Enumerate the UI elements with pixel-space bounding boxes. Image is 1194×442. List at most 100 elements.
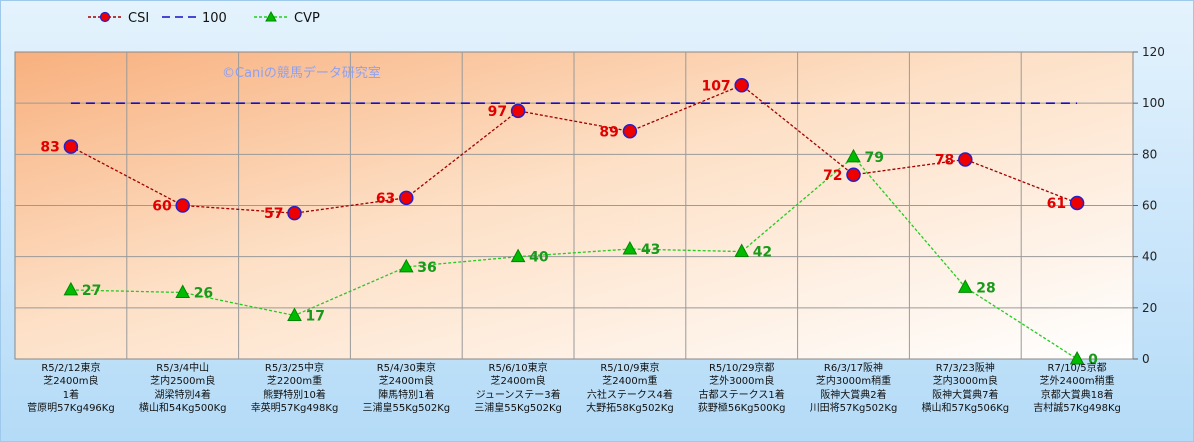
x-category-line: 芝2400m良 (43, 376, 99, 388)
x-category-label: R5/4/30東京 芝2400m良 陣馬特別1着 三浦皇55Kg502Kg (351, 362, 462, 416)
csi-point (846, 167, 861, 183)
x-category-line: 芝内2500m良 (150, 376, 216, 388)
csi-point (958, 152, 973, 167)
x-category-label: R7/3/23阪神 芝内3000m良 阪神大賞典7着 横山和57Kg506Kg (910, 362, 1021, 416)
cvp-data-label: 17 (306, 309, 325, 325)
x-category-line: 京都大賞典18着 (1040, 389, 1114, 401)
x-category-line: 横山和57Kg506Kg (921, 403, 1010, 415)
x-category-line: R7/10/5京都 (1047, 363, 1107, 374)
cvp-data-label: 28 (976, 280, 995, 296)
csi-point (734, 78, 749, 93)
x-category-label: R7/10/5京都 芝外2400m稍重 京都大賞典18着 吉村誠57Kg498Kg (1022, 362, 1133, 416)
x-category-line: 陣馬特別1着 (378, 389, 435, 401)
legend-label: 100 (202, 11, 227, 26)
x-category-line: R5/10/9東京 (600, 363, 660, 374)
x-category-label: R5/3/4中山 芝内2500m良 湖梁特別4着横山和54Kg500Kg (127, 362, 238, 416)
csi-point (510, 103, 526, 119)
series-line-cvp (70, 155, 1078, 360)
x-category-line: R5/6/10東京 (488, 363, 548, 374)
legend-marker (265, 10, 277, 22)
watermark-text: ©Caniの競馬データ研究室 (222, 65, 381, 81)
csi-point (287, 205, 302, 221)
x-category-line: 芝外2400m稍重 (1039, 376, 1115, 388)
x-category-label: R5/10/29京都 芝外3000m良 古都ステークス1着 荻野極56Kg500Kg (686, 362, 797, 416)
cvp-point (63, 281, 79, 296)
x-category-line: R7/3/23阪神 (935, 363, 995, 374)
x-category-line: 芝内3000m良 (932, 376, 998, 388)
y-tick-label: 120 (1142, 45, 1165, 59)
csi-point (1069, 195, 1085, 211)
cvp-data-label: 79 (865, 150, 884, 166)
cvp-point (175, 284, 191, 298)
series-layer: 27 26 17 36 40 43 42 79 28 0 83 60 57 63 97 89 107 72 78 61 (40, 78, 1098, 368)
x-category-line: 芝内3000m稍重 (815, 376, 892, 388)
x-category-line: R5/2/12東京 (41, 363, 101, 374)
x-category-line: 熊野特別10着 (263, 389, 326, 401)
x-category-label: R6/3/17阪神 芝内3000m稍重 阪神大賞典2着 川田将57Kg502Kg (798, 362, 909, 416)
legend-item-csi: CSI (88, 11, 149, 26)
y-axis: 0 20 40 60 80 100 120 (1133, 45, 1165, 366)
x-category-line: 1着 (62, 389, 80, 401)
legend-label: CVP (294, 11, 320, 26)
y-tick-label: 60 (1142, 199, 1157, 213)
csi-data-label: 107 (701, 78, 730, 94)
y-tick-label: 20 (1142, 301, 1157, 315)
x-category-line: R5/3/25中京 (264, 363, 325, 374)
cvp-point (957, 279, 973, 293)
x-category-line: 芝2400m重 (602, 376, 658, 388)
csi-point (175, 198, 190, 213)
legend-label: CSI (128, 11, 149, 26)
x-category-line: R5/3/4中山 (156, 363, 210, 374)
x-category-line: 阪神大賞典7着 (932, 389, 999, 401)
cvp-data-label: 42 (753, 245, 772, 261)
x-category-line: 芝2400m良 (490, 376, 546, 388)
x-category-line: 古都ステークス1着 (698, 389, 785, 401)
csi-data-label: 89 (599, 124, 618, 140)
csi-data-label: 60 (152, 199, 172, 215)
x-category-label: R5/10/9東京 芝2400m重 六社ステークス4着 大野拓58Kg502Kg (574, 362, 685, 416)
x-category-line: 川田将57Kg502Kg (809, 403, 898, 415)
csi-data-label: 57 (264, 206, 283, 222)
cvp-point (1069, 350, 1085, 365)
x-category-line: 湖梁特別4着 (154, 389, 211, 401)
legend-item-cvp: CVP (254, 10, 320, 26)
cvp-data-label: 27 (82, 283, 101, 299)
x-category-line: 吉村誠57Kg498Kg (1033, 403, 1121, 415)
csi-point (63, 139, 79, 154)
x-category-line: 菅原明57Kg496Kg (27, 403, 115, 415)
cvp-data-label: 26 (194, 285, 213, 301)
csi-point (399, 190, 414, 206)
cvp-data-label: 0 (1088, 352, 1098, 368)
x-category-line: 横山和54Kg500Kg (138, 403, 227, 415)
cvp-data-label: 36 (417, 260, 436, 276)
x-category-line: R6/3/17阪神 (823, 363, 884, 374)
cvp-point (622, 240, 638, 255)
x-category-line: 芝2200m重 (266, 376, 323, 388)
cvp-point (510, 248, 526, 263)
x-category-label: R5/3/25中京 芝2200m重 熊野特別10着幸英明57Kg498Kg (239, 362, 350, 416)
x-category-line: 六社ステークス4着 (586, 389, 673, 401)
x-category-line: 三浦皇55Kg502Kg (474, 403, 562, 415)
cvp-point (398, 258, 414, 273)
y-tick-label: 40 (1142, 250, 1157, 264)
series-line-csi (70, 84, 1078, 214)
cvp-point (734, 243, 750, 258)
y-tick-label: 80 (1142, 147, 1157, 161)
x-category-line: 荻野極56Kg500Kg (697, 403, 786, 415)
cvp-data-label: 40 (529, 250, 549, 266)
csi-data-label: 63 (376, 191, 395, 207)
x-category-line: 幸英明57Kg498Kg (250, 403, 339, 415)
csi-data-label: 78 (935, 152, 954, 168)
x-category-line: ジューンステー3着 (475, 389, 561, 401)
csi-data-label: 61 (1047, 196, 1066, 212)
csi-data-label: 72 (823, 168, 842, 184)
x-category-line: 芝外3000m良 (709, 376, 775, 388)
x-category-label: R5/2/12東京 芝2400m良 1着菅原明57Kg496Kg (15, 362, 126, 416)
y-tick-label: 100 (1142, 96, 1165, 110)
cvp-point (846, 148, 861, 163)
y-tick-label: 0 (1142, 352, 1150, 366)
x-category-line: 阪神大賞典2着 (820, 389, 887, 401)
x-category-line: 大野拓58Kg502Kg (586, 403, 674, 415)
legend-marker (99, 11, 111, 23)
